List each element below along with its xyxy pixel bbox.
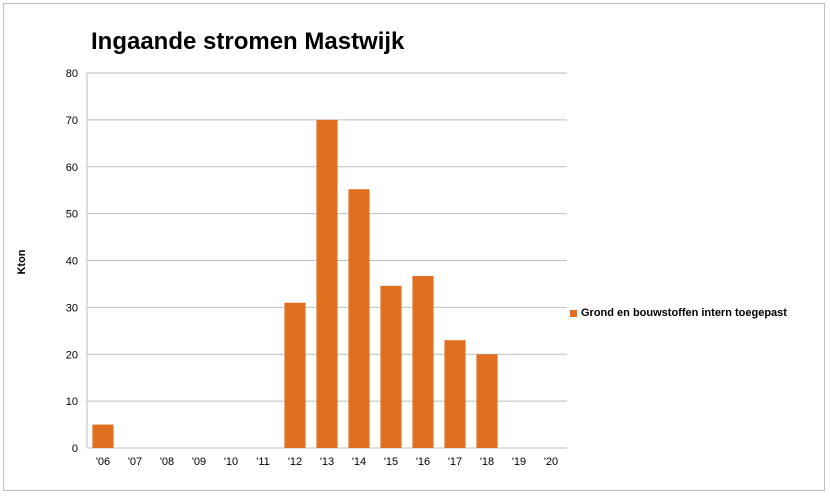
x-tick-label: '10 xyxy=(224,456,238,468)
y-tick-label: 40 xyxy=(66,256,78,268)
chart-title: Ingaande stromen Mastwijk xyxy=(91,28,405,55)
y-tick-label: 30 xyxy=(66,302,78,314)
y-tick-label: 80 xyxy=(66,68,78,80)
x-tick-label: '20 xyxy=(544,456,558,468)
x-tick-label: '07 xyxy=(128,456,142,468)
bar xyxy=(380,285,402,448)
legend-swatch xyxy=(570,309,577,317)
x-tick-label: '11 xyxy=(256,456,270,468)
x-tick-label: '13 xyxy=(320,456,334,468)
bar xyxy=(284,302,306,448)
y-tick-label: 60 xyxy=(66,162,78,174)
bar xyxy=(92,424,114,448)
legend: Grond en bouwstoffen intern toegepast xyxy=(570,307,787,319)
y-tick-label: 50 xyxy=(66,209,78,221)
y-tick-label: 10 xyxy=(66,396,78,408)
bar xyxy=(316,119,338,448)
bar xyxy=(444,340,466,448)
bar xyxy=(348,189,370,448)
x-tick-label: '12 xyxy=(288,456,302,468)
x-tick-label: '14 xyxy=(352,456,366,468)
x-tick-label: '08 xyxy=(160,456,174,468)
x-tick-label: '09 xyxy=(192,456,206,468)
x-tick-label: '17 xyxy=(448,456,462,468)
x-tick-label: '16 xyxy=(416,456,430,468)
y-tick-label: 20 xyxy=(66,349,78,361)
bar xyxy=(412,275,434,448)
y-tick-label: 70 xyxy=(66,115,78,127)
y-tick-label: 0 xyxy=(72,443,78,455)
bar xyxy=(476,354,498,448)
x-tick-label: '18 xyxy=(480,456,494,468)
legend-label: Grond en bouwstoffen intern toegepast xyxy=(581,307,787,319)
x-tick-label: '06 xyxy=(96,456,110,468)
x-tick-label: '19 xyxy=(512,456,526,468)
x-tick-label: '15 xyxy=(384,456,398,468)
